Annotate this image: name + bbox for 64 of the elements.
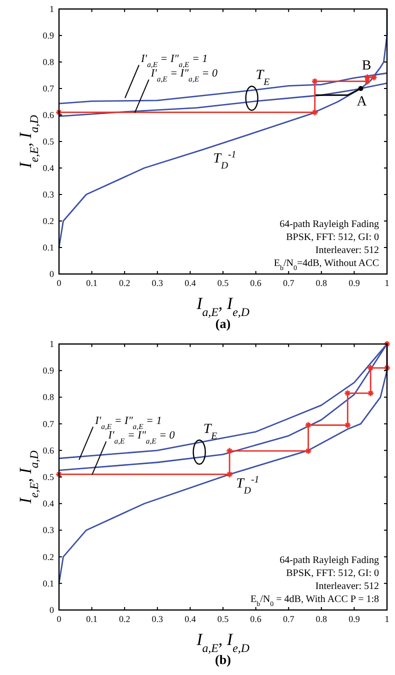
y-tick-label: 0.9 [42,30,54,40]
x-tick-label: 0.9 [348,614,360,624]
y-tick-label: 0.5 [42,472,54,482]
x-tick-label: 0.3 [152,614,164,624]
x-tick-label: 0.8 [316,614,328,624]
y-tick-label: 1 [50,339,54,349]
x-tick-label: 1 [384,614,390,624]
y-tick-label: 0.7 [42,84,54,94]
annotation: T$_{E}$ [203,422,218,442]
x-tick-label: 0.7 [282,278,295,288]
annotation: 64-path Rayleigh Fading [280,219,379,230]
x-tick-label: 0.6 [250,278,262,288]
y-tick-label: 0.6 [42,110,54,120]
x-tick-label: 0.6 [250,614,262,624]
y-tick-label: 0.4 [42,498,54,509]
annotation: I′$_{a,E}$ = I″$_{a,E}$ = 0 [107,429,176,445]
x-axis-title: I$_{a,E}$, I$_{e,D}$ [196,294,250,319]
y-tick-label: 0.6 [42,445,54,456]
x-tick-label: 0.4 [184,614,196,624]
y-tick-label: 0.3 [42,190,54,200]
annotation: A [356,94,368,110]
x-tick-label: 0.8 [316,278,328,288]
annotation: Interleaver: 512 [315,581,379,592]
x-tick-label: 0.1 [86,278,98,288]
text: (a) [215,316,231,331]
y-tick-label: 0.1 [42,242,54,252]
y-tick-label: 0 [50,605,54,615]
annotation: 64-path Rayleigh Fading [280,555,379,566]
annotation: I′$_{a,E}$ = I″$_{a,E}$ = 1 [140,53,208,68]
annotation: E$_{b}$/N$_{0}$=4dB, Without ACC [274,258,380,272]
y-tick-label: 0.4 [42,163,54,173]
x-tick-label: 0 [56,614,62,624]
y-tick-label: 0.3 [42,525,54,536]
x-tick-label: 0.5 [217,278,230,288]
y-tick-label: 1 [50,4,54,14]
annotation: B [362,58,372,74]
y-tick-label: 0.9 [42,366,54,376]
x-tick-label: 1 [384,278,390,288]
annotation: I′$_{a,E}$ = I″$_{a,E}$ = 1 [94,414,162,430]
y-tick-label: 0.5 [42,136,54,146]
y-tick-label: 0.2 [42,552,54,562]
x-tick-label: 0.1 [86,614,98,624]
x-tick-label: 0.2 [118,614,130,624]
annotation: BPSK, FFT: 512, GI: 0 [286,568,379,579]
y-tick-label: 0.8 [42,392,54,402]
x-tick-label: 0.3 [152,278,164,288]
annotation: T$_{E}$ [256,68,270,88]
x-tick-label: 0.7 [282,614,295,624]
y-tick-label: 0 [50,269,54,279]
y-tick-label: 0.2 [42,216,54,226]
x-tick-label: 0.5 [217,614,230,624]
x-axis-title: I$_{a,E}$, I$_{e,D}$ [196,630,250,655]
text: (b) [215,652,231,667]
x-tick-label: 0.9 [348,278,360,288]
annotation: Interleaver: 512 [315,245,379,256]
x-tick-label: 0 [56,278,62,288]
annotation: BPSK, FFT: 512, GI: 0 [286,232,379,243]
y-tick-label: 0.7 [42,418,54,429]
y-tick-label: 0.1 [42,578,54,588]
annotation: I′$_{a,E}$ = I″$_{a,E}$ = 0 [150,68,218,84]
y-tick-label: 0.8 [42,57,54,67]
annotation: E$_{b}$/N$_{0}$ = 4dB, With ACC P = 1:8 [250,594,379,608]
x-tick-label: 0.2 [118,278,130,288]
x-tick-label: 0.4 [184,278,196,288]
